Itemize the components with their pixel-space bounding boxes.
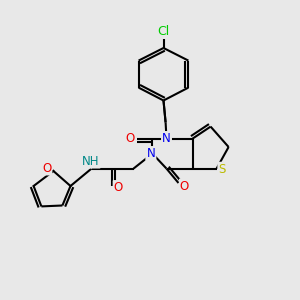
Text: N: N <box>146 147 155 160</box>
Text: S: S <box>218 163 226 176</box>
Text: N: N <box>146 147 155 160</box>
Text: NH: NH <box>82 154 100 168</box>
Text: Cl: Cl <box>158 25 169 38</box>
Text: N: N <box>162 132 171 145</box>
Text: O: O <box>114 181 123 194</box>
Text: O: O <box>126 132 135 145</box>
Text: N: N <box>162 132 171 145</box>
Text: O: O <box>180 179 189 193</box>
Text: O: O <box>42 161 51 175</box>
